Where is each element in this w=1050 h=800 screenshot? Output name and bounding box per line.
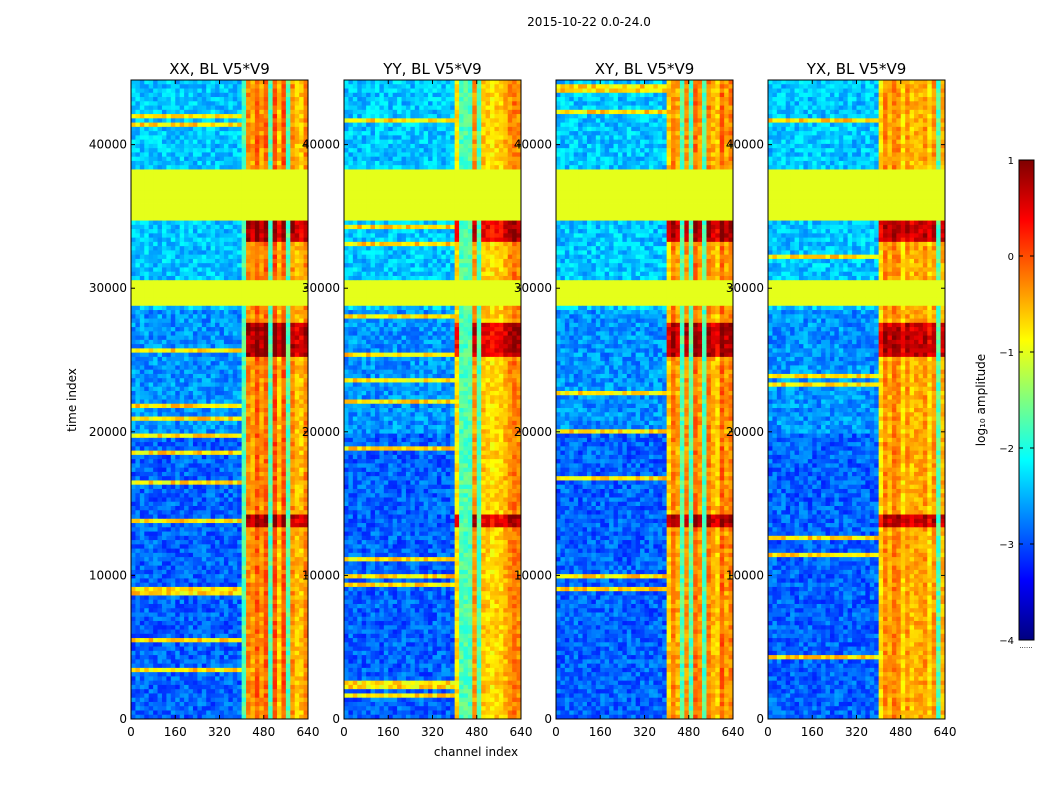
panel-3: YX, BL V5*V9 0 160 320 480 640 0 10000 20000 3000…: [726, 60, 957, 739]
colorbar-tick-label: 1: [1008, 156, 1014, 167]
panel-2: XY, BL V5*V9 0 160 320 480 640 0 10000 20000 3000…: [514, 60, 745, 739]
y-axis-label: time index: [65, 368, 79, 432]
colorbar-label: log₁₀ amplitude: [974, 354, 988, 446]
x-tick-label: 480: [889, 725, 912, 739]
x-tick-label: 480: [465, 725, 488, 739]
y-tick-label: 10000: [514, 568, 552, 582]
colorbar-tick-label: 0: [1008, 252, 1014, 263]
figure-title: 2015-10-22 0.0-24.0: [527, 15, 651, 29]
y-tick-label: 20000: [726, 425, 764, 439]
panel-1: YY, BL V5*V9 0 160 320 480 640 0 10000 20000 3000…: [302, 60, 533, 739]
y-tick-label: 0: [119, 712, 127, 726]
panel-title-2: XY, BL V5*V9: [595, 60, 695, 78]
y-tick-label: 10000: [726, 568, 764, 582]
y-tick-label: 20000: [302, 425, 340, 439]
colorbar-ticks: 1 0 −1 −2 −3 −4: [999, 156, 1034, 647]
x-tick-label: 320: [421, 725, 444, 739]
y-tick-label: 20000: [514, 425, 552, 439]
y-tick-label: 30000: [514, 281, 552, 295]
x-tick-label: 640: [934, 725, 957, 739]
x-tick-label: 640: [297, 725, 320, 739]
heatmap-3: [768, 80, 945, 719]
panel-title-0: XX, BL V5*V9: [169, 60, 270, 78]
colorbar-tick-label: −4: [999, 636, 1014, 647]
colorbar-tick-label: −2: [999, 444, 1014, 455]
y-tick-label: 0: [756, 712, 764, 726]
x-tick-label: 0: [340, 725, 348, 739]
y-tick-label: 40000: [89, 138, 127, 152]
x-tick-label: 320: [845, 725, 868, 739]
x-tick-label: 480: [677, 725, 700, 739]
panel-0: XX, BL V5*V9 0 160 320 480 640 0 10000 20000 3000…: [89, 60, 320, 739]
y-tick-label: 30000: [726, 281, 764, 295]
y-tick-label: 40000: [302, 138, 340, 152]
heatmap-0: [131, 80, 308, 719]
y-tick-label: 10000: [302, 568, 340, 582]
x-tick-label: 160: [164, 725, 187, 739]
colorbar: 1 0 −1 −2 −3 −4 log₁₀ amplitude ......: [974, 156, 1035, 650]
y-tick-label: 40000: [726, 138, 764, 152]
y-tick-label: 10000: [89, 568, 127, 582]
colorbar-gradient: [1018, 159, 1035, 641]
x-tick-label: 0: [764, 725, 772, 739]
y-tick-label: 20000: [89, 425, 127, 439]
x-tick-label: 0: [127, 725, 135, 739]
x-tick-label: 640: [510, 725, 533, 739]
y-tick-label: 0: [332, 712, 340, 726]
y-tick-label: 40000: [514, 138, 552, 152]
colorbar-tick-label: −3: [999, 540, 1014, 551]
x-tick-label: 160: [801, 725, 824, 739]
y-tick-label: 0: [544, 712, 552, 726]
heatmap-1: [344, 80, 521, 719]
y-tick-label: 30000: [89, 281, 127, 295]
panel-title-1: YY, BL V5*V9: [382, 60, 481, 78]
panels: XX, BL V5*V9 0 160 320 480 640 0 10000 20000 3000…: [89, 60, 957, 739]
colorbar-extra-marker: ......: [1019, 642, 1032, 650]
y-tick-label: 30000: [302, 281, 340, 295]
x-tick-label: 0: [552, 725, 560, 739]
x-tick-label: 320: [633, 725, 656, 739]
x-tick-label: 480: [252, 725, 275, 739]
colorbar-tick-label: −1: [999, 348, 1014, 359]
x-tick-label: 640: [722, 725, 745, 739]
x-tick-label: 160: [589, 725, 612, 739]
x-tick-label: 320: [208, 725, 231, 739]
x-tick-label: 160: [377, 725, 400, 739]
x-axis-label: channel index: [434, 745, 518, 759]
panel-title-3: YX, BL V5*V9: [806, 60, 907, 78]
heatmap-2: [556, 80, 733, 719]
